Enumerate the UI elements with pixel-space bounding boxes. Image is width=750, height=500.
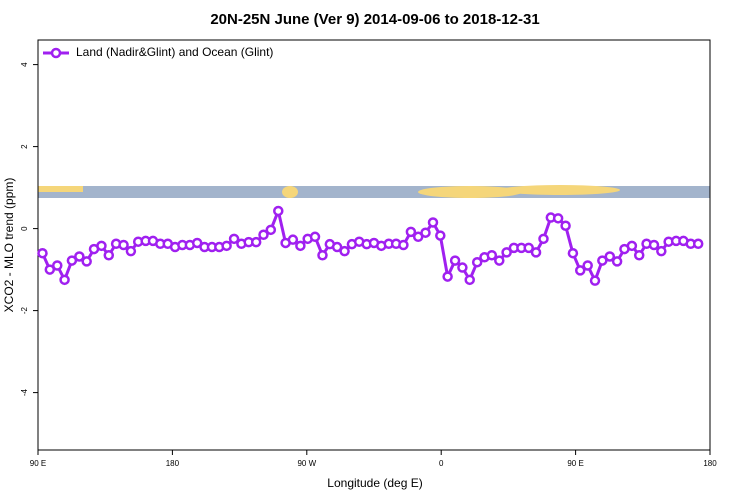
point xyxy=(228,233,240,245)
point xyxy=(398,239,409,251)
point xyxy=(405,226,417,238)
x-tick-label: 90 E xyxy=(567,459,583,468)
point xyxy=(501,247,512,258)
point xyxy=(273,205,284,217)
point xyxy=(96,240,107,252)
point xyxy=(486,250,498,261)
point xyxy=(589,275,601,286)
point xyxy=(692,238,704,250)
map-strip xyxy=(38,185,710,198)
point xyxy=(339,245,350,257)
point xyxy=(648,239,660,251)
x-tick-label: 90 W xyxy=(297,459,316,468)
point xyxy=(457,262,468,273)
point xyxy=(523,242,534,254)
legend-marker xyxy=(50,47,62,59)
x-tick-label: 0 xyxy=(439,459,444,468)
x-tick-label: 180 xyxy=(703,459,717,468)
x-tick-label: 180 xyxy=(166,459,180,468)
point xyxy=(125,245,137,257)
point xyxy=(81,256,92,267)
point xyxy=(442,271,453,282)
point xyxy=(597,255,608,266)
point xyxy=(295,240,306,252)
point xyxy=(552,213,564,224)
point xyxy=(604,251,616,262)
point xyxy=(317,250,328,261)
plot-frame xyxy=(37,39,711,451)
y-axis-label: XCO2 - MLO trend (ppm) xyxy=(2,178,16,313)
point xyxy=(265,224,277,236)
point xyxy=(611,256,623,267)
y-tick-label: -4 xyxy=(20,388,29,396)
point xyxy=(449,255,461,266)
point xyxy=(435,230,446,241)
point xyxy=(44,264,56,275)
x-axis-label: Longitude (deg E) xyxy=(327,476,422,490)
point xyxy=(530,247,542,258)
point xyxy=(250,236,262,248)
point xyxy=(74,251,85,262)
point xyxy=(656,245,667,257)
point xyxy=(471,256,483,268)
point xyxy=(287,234,299,245)
point xyxy=(103,250,115,261)
point xyxy=(52,260,63,271)
point xyxy=(538,233,549,245)
y-tick-label: 4 xyxy=(20,62,29,67)
point xyxy=(494,255,505,266)
point xyxy=(221,240,232,252)
point xyxy=(626,240,638,252)
point xyxy=(412,231,424,243)
point xyxy=(331,241,343,253)
point xyxy=(59,274,70,286)
x-tick-label: 90 E xyxy=(30,459,46,468)
point xyxy=(118,239,129,251)
point xyxy=(191,237,203,249)
point xyxy=(37,247,48,259)
y-tick-label: 2 xyxy=(20,144,29,149)
chart-title: 20N-25N June (Ver 9) 2014-09-06 to 2018-… xyxy=(210,11,539,28)
point xyxy=(258,229,269,240)
point xyxy=(560,220,571,231)
y-tick-label: 0 xyxy=(20,226,29,231)
point xyxy=(567,247,579,259)
point xyxy=(309,231,321,243)
point xyxy=(66,255,78,266)
point xyxy=(574,265,586,276)
point xyxy=(420,227,431,238)
point xyxy=(633,250,645,261)
point xyxy=(427,217,439,228)
y-tick-label: -2 xyxy=(20,306,29,314)
legend-label: Land (Nadir&Glint) and Ocean (Glint) xyxy=(76,45,273,59)
point xyxy=(582,260,593,271)
point xyxy=(464,274,475,286)
